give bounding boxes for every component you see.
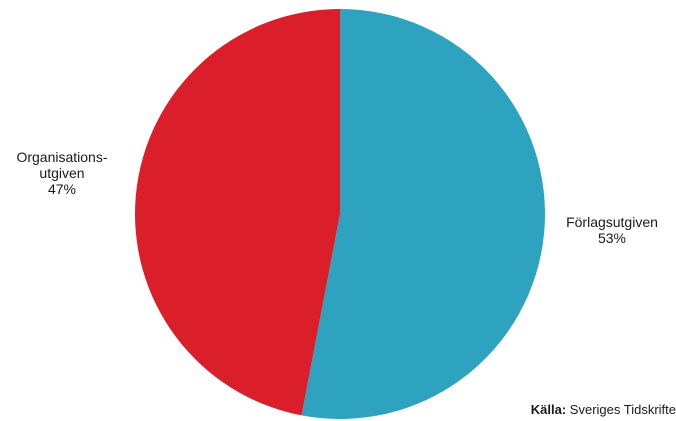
slice-name-line: Förlagsutgiven (566, 214, 658, 230)
pie-labels: Förlagsutgiven 53% Organisations-utgiven 47… (16, 149, 657, 246)
source-text: Sveriges Tidskrifte (569, 402, 676, 417)
source-note: Källa: Sveriges Tidskrifte (531, 402, 676, 417)
pie-slice-1 (134, 9, 340, 416)
slice-name-line: Organisations- (16, 149, 107, 165)
source-label: Källa: (530, 402, 567, 417)
slice-value-label: 53% (598, 230, 626, 246)
slice-label-0: Förlagsutgiven 53% (566, 214, 658, 246)
pie-slices (134, 9, 545, 419)
pie-slice-0 (301, 9, 545, 419)
slice-value-label: 47% (48, 181, 76, 197)
slice-label-1: Organisations-utgiven 47% (16, 149, 107, 197)
slice-name-line: utgiven (39, 165, 84, 181)
